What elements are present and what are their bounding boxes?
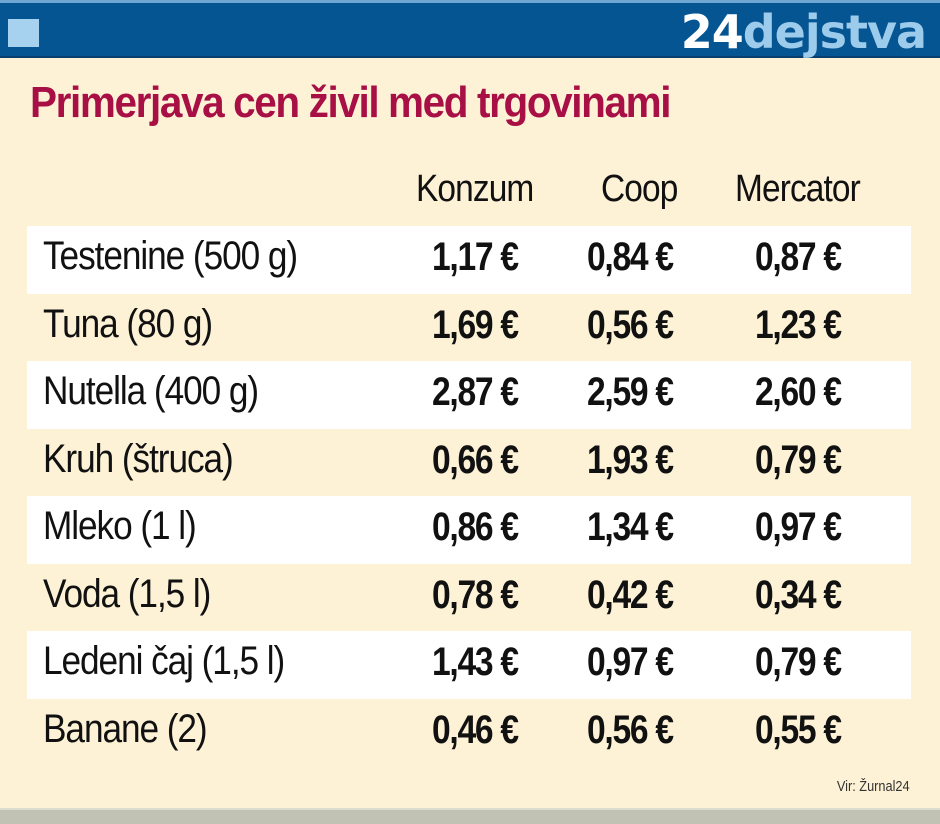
price-coop: 0,84 € bbox=[587, 235, 674, 279]
column-headers: Konzum Coop Mercator bbox=[0, 168, 940, 216]
price-coop: 0,97 € bbox=[587, 640, 674, 684]
price-coop: 0,56 € bbox=[587, 707, 674, 752]
price-mercator: 0,79 € bbox=[755, 437, 842, 482]
price-coop: 0,56 € bbox=[587, 302, 674, 347]
table-row: Tuna (80 g) 1,69 € 0,56 € 1,23 € bbox=[27, 294, 911, 362]
table-row: Kruh (štruca) 0,66 € 1,93 € 0,79 € bbox=[27, 429, 911, 497]
brand-word: dejstva bbox=[742, 5, 927, 59]
column-header-mercator: Mercator bbox=[735, 168, 861, 210]
price-konzum: 0,66 € bbox=[432, 437, 519, 482]
table-row: Testenine (500 g) 1,17 € 0,84 € 0,87 € bbox=[27, 226, 911, 294]
table-row: Banane (2) 0,46 € 0,56 € 0,55 € bbox=[27, 699, 911, 767]
item-name: Banane (2) bbox=[43, 706, 208, 751]
price-konzum: 0,78 € bbox=[432, 572, 519, 617]
price-mercator: 1,23 € bbox=[755, 302, 842, 347]
price-konzum: 1,43 € bbox=[432, 640, 519, 684]
price-konzum: 2,87 € bbox=[432, 370, 519, 414]
price-coop: 2,59 € bbox=[587, 370, 674, 414]
price-konzum: 1,17 € bbox=[432, 235, 519, 279]
price-mercator: 0,97 € bbox=[755, 505, 842, 549]
source-credit: Vir: Žurnal24 bbox=[837, 778, 910, 795]
item-name: Kruh (štruca) bbox=[43, 436, 234, 481]
brand-number: 24 bbox=[680, 5, 744, 59]
table-row: Ledeni čaj (1,5 l) 1,43 € 0,97 € 0,79 € bbox=[27, 631, 911, 699]
table-row: Mleko (1 l) 0,86 € 1,34 € 0,97 € bbox=[27, 496, 911, 564]
column-header-coop: Coop bbox=[601, 168, 678, 210]
price-mercator: 0,79 € bbox=[755, 640, 842, 684]
price-coop: 0,42 € bbox=[587, 572, 674, 617]
price-konzum: 0,86 € bbox=[432, 505, 519, 549]
table-row: Voda (1,5 l) 0,78 € 0,42 € 0,34 € bbox=[27, 564, 911, 632]
item-name: Ledeni čaj (1,5 l) bbox=[43, 639, 285, 683]
header-bar: 24dejstva bbox=[0, 0, 940, 59]
brand-logo: 24dejstva bbox=[680, 5, 927, 59]
column-header-konzum: Konzum bbox=[416, 168, 534, 210]
price-mercator: 0,87 € bbox=[755, 235, 842, 279]
price-coop: 1,34 € bbox=[587, 505, 674, 549]
price-mercator: 0,55 € bbox=[755, 707, 842, 752]
item-name: Testenine (500 g) bbox=[43, 234, 298, 278]
item-name: Voda (1,5 l) bbox=[43, 571, 211, 616]
item-name: Nutella (400 g) bbox=[43, 369, 259, 413]
price-konzum: 1,69 € bbox=[432, 302, 519, 347]
page-title: Primerjava cen živil med trgovinami bbox=[30, 78, 672, 127]
price-mercator: 2,60 € bbox=[755, 370, 842, 414]
square-icon bbox=[8, 19, 39, 47]
item-name: Mleko (1 l) bbox=[43, 504, 197, 548]
table-row: Nutella (400 g) 2,87 € 2,59 € 2,60 € bbox=[27, 361, 911, 429]
item-name: Tuna (80 g) bbox=[43, 301, 213, 346]
price-table: Testenine (500 g) 1,17 € 0,84 € 0,87 € T… bbox=[27, 226, 911, 766]
price-konzum: 0,46 € bbox=[432, 707, 519, 752]
price-mercator: 0,34 € bbox=[755, 572, 842, 617]
footer-bar bbox=[0, 808, 940, 824]
price-coop: 1,93 € bbox=[587, 437, 674, 482]
